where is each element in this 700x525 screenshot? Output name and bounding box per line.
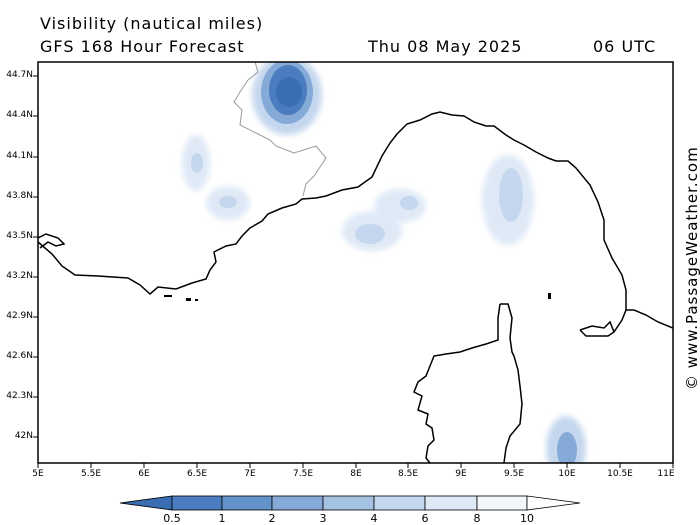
legend-label: 6 bbox=[421, 512, 429, 525]
lon-label: 5E bbox=[32, 469, 44, 479]
legend-label: 8 bbox=[473, 512, 481, 525]
legend-label: 3 bbox=[319, 512, 327, 525]
lon-label: 5.5E bbox=[81, 469, 101, 479]
legend-swatch-7 bbox=[476, 495, 528, 511]
visibility-patch-west bbox=[182, 135, 250, 220]
coastline-corsica bbox=[413, 303, 501, 463]
legend-swatch-1 bbox=[171, 495, 223, 511]
lat-label: 42.9N bbox=[6, 311, 33, 321]
legend-swatch-2 bbox=[221, 495, 273, 511]
border-line bbox=[233, 62, 327, 197]
lon-label: 8E bbox=[350, 469, 362, 479]
map-frame bbox=[37, 61, 674, 464]
lon-label: 6.5E bbox=[187, 469, 207, 479]
legend-label: 4 bbox=[370, 512, 378, 525]
lon-label: 10.5E bbox=[607, 469, 633, 479]
forecast-subtitle: GFS 168 Hour Forecast bbox=[40, 37, 245, 56]
lon-label: 9E bbox=[455, 469, 467, 479]
legend-swatch-8 bbox=[526, 495, 581, 511]
lat-label: 44.4N bbox=[6, 110, 33, 120]
coastline-italy-west bbox=[613, 309, 627, 333]
lat-label: 42.6N bbox=[6, 351, 33, 361]
lon-label: 7E bbox=[244, 469, 256, 479]
coastline-west-inlet bbox=[38, 233, 66, 249]
legend-swatch-0 bbox=[119, 495, 173, 511]
lat-label: 44.7N bbox=[6, 70, 33, 80]
lat-label: 42N bbox=[14, 431, 33, 441]
legend-swatch-3 bbox=[271, 495, 324, 511]
forecast-time: 06 UTC bbox=[593, 37, 657, 56]
legend-swatch-6 bbox=[424, 495, 478, 511]
visibility-patch-ligurian bbox=[342, 189, 426, 251]
lat-label: 43.5N bbox=[6, 231, 33, 241]
credit-watermark: © www.PassageWeather.com bbox=[683, 146, 700, 390]
axis-ticks bbox=[33, 75, 674, 468]
visibility-patch-tuscany bbox=[482, 155, 534, 245]
coastline-corsica-east bbox=[500, 303, 523, 463]
lon-label: 6E bbox=[138, 469, 150, 479]
lon-label: 9.5E bbox=[504, 469, 524, 479]
coastline-mainland bbox=[38, 111, 673, 329]
lon-label: 8.5E bbox=[398, 469, 418, 479]
legend-label: 0.5 bbox=[163, 512, 181, 525]
legend-label: 10 bbox=[520, 512, 534, 525]
lat-label: 43.8N bbox=[6, 191, 33, 201]
forecast-date: Thu 08 May 2025 bbox=[368, 37, 523, 56]
lat-label: 43.2N bbox=[6, 271, 33, 281]
lat-label: 44.1N bbox=[6, 151, 33, 161]
island-elba bbox=[579, 320, 615, 337]
lat-label: 42.3N bbox=[6, 391, 33, 401]
legend-swatch-4 bbox=[322, 495, 375, 511]
map-title: Visibility (nautical miles) bbox=[40, 14, 264, 33]
legend-label: 1 bbox=[218, 512, 226, 525]
lon-label: 11E bbox=[657, 469, 675, 479]
legend-swatch-5 bbox=[373, 495, 426, 511]
color-legend-bar bbox=[119, 495, 581, 511]
visibility-patch-north bbox=[252, 62, 322, 135]
visibility-patch-south bbox=[546, 416, 586, 463]
islands bbox=[164, 293, 551, 301]
lon-label: 7.5E bbox=[293, 469, 313, 479]
lon-label: 10E bbox=[558, 469, 576, 479]
legend-label: 2 bbox=[268, 512, 276, 525]
